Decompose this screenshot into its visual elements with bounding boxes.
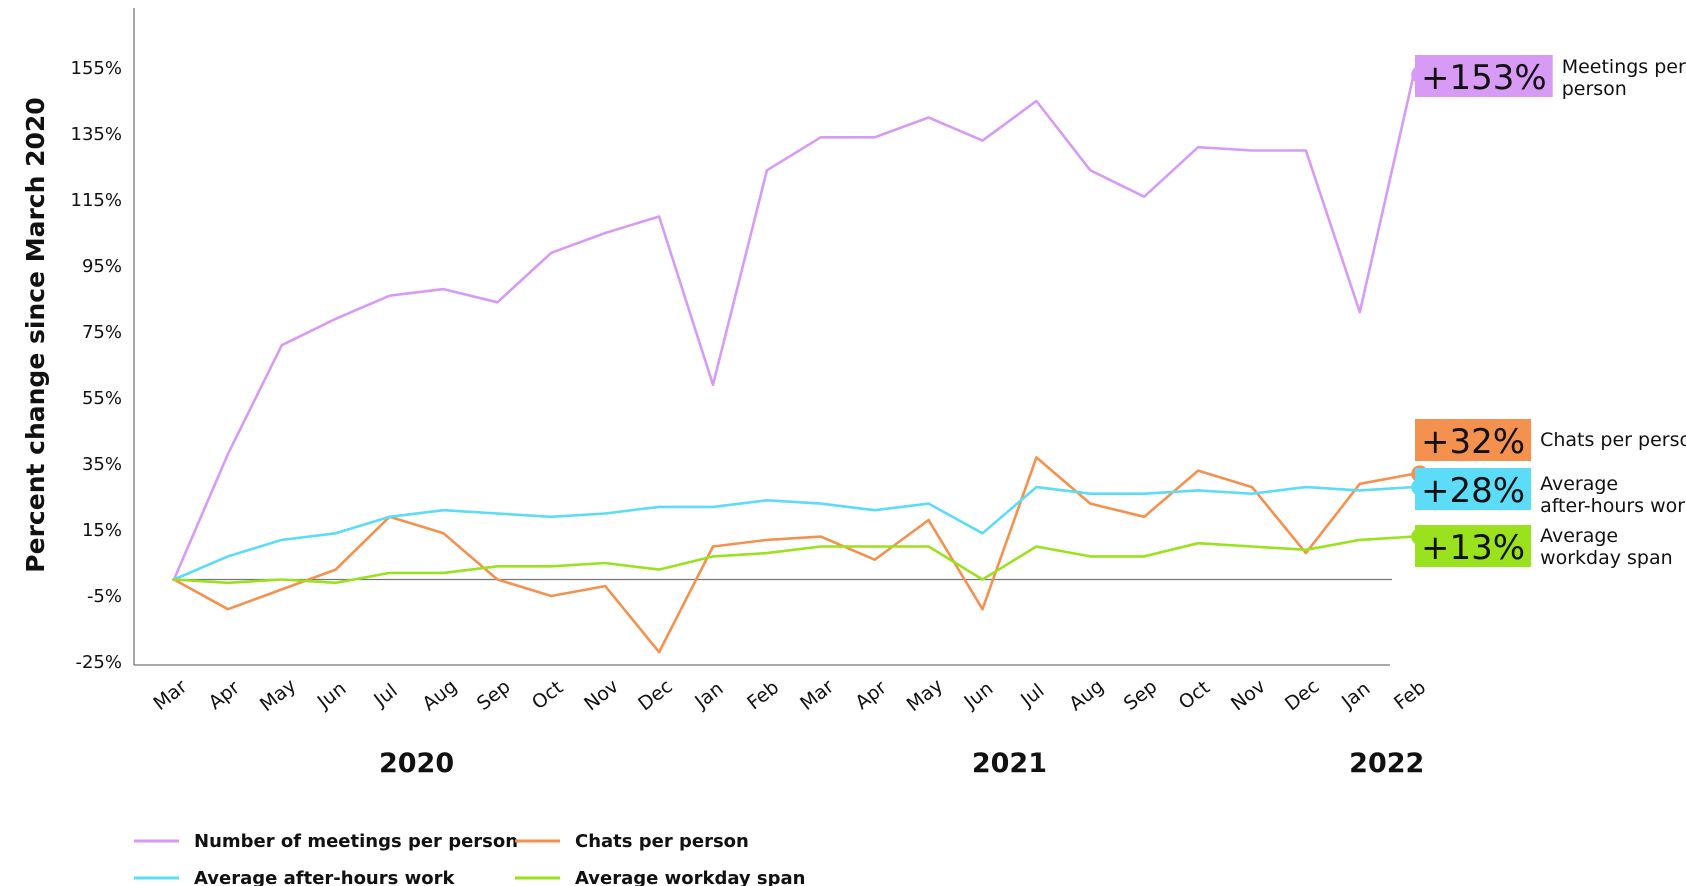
x-tick-label: Oct	[528, 676, 567, 714]
x-tick-label: Apr	[851, 676, 891, 714]
x-tick-label: Mar	[149, 675, 191, 715]
end-label-text: after-hours work	[1540, 495, 1686, 517]
year-label: 2021	[972, 748, 1047, 779]
series-line-1	[174, 457, 1414, 652]
end-label-text: Meetings per	[1562, 56, 1686, 78]
y-tick-label: 95%	[82, 256, 122, 277]
x-ticks: Mar Apr May Jun Jul Aug Sep Oct Nov Dec Jan Feb Mar A…	[149, 675, 1430, 717]
legend-label: Average after-hours work	[194, 868, 455, 886]
y-tick-label: 35%	[82, 454, 122, 475]
year-labels: 2020 2021 2022	[379, 748, 1424, 779]
x-tick-label: Jun	[313, 677, 351, 713]
end-label-text: Average	[1540, 473, 1618, 495]
end-label-text: workday span	[1540, 547, 1673, 569]
x-tick-label: Dec	[634, 675, 677, 715]
x-tick-label: Jul	[1016, 680, 1048, 712]
end-badge-value: +28%	[1421, 471, 1525, 511]
x-tick-label: Oct	[1175, 676, 1214, 714]
x-tick-label: Jan	[1337, 678, 1374, 714]
x-tick-label: Sep	[1120, 676, 1162, 715]
y-tick-label: 15%	[82, 520, 122, 541]
y-tick-label: 75%	[82, 322, 122, 343]
year-label: 2020	[379, 748, 454, 779]
end-label-text: Average	[1540, 525, 1618, 547]
end-label-text: person	[1562, 78, 1627, 100]
series-line-2	[174, 487, 1414, 579]
x-tick-label: Aug	[1065, 675, 1108, 715]
y-tick-label: -5%	[87, 586, 122, 607]
end-badge-value: +153%	[1421, 58, 1547, 98]
y-ticks: 155% 135% 115% 95% 75% 55% 35% 15% -5% -25%	[71, 58, 122, 673]
x-tick-label: Jun	[960, 677, 998, 713]
y-axis-label: Percent change since March 2020	[21, 97, 50, 572]
series-line-3	[174, 537, 1414, 583]
y-tick-label: -25%	[75, 652, 122, 673]
x-tick-label: Dec	[1281, 675, 1324, 715]
end-badge-value: +13%	[1421, 528, 1525, 568]
x-tick-label: Mar	[796, 675, 838, 715]
y-tick-label: 55%	[82, 388, 122, 409]
x-tick-label: Jul	[369, 680, 401, 712]
x-tick-label: Nov	[580, 675, 623, 715]
end-badge-value: +32%	[1421, 422, 1525, 462]
x-tick-label: Apr	[204, 676, 244, 714]
x-tick-label: Sep	[473, 676, 515, 715]
x-tick-label: Nov	[1227, 675, 1270, 715]
series-lines	[174, 75, 1414, 653]
x-tick-label: Feb	[743, 676, 783, 714]
series-line-0	[174, 75, 1414, 580]
y-tick-label: 155%	[71, 58, 122, 79]
x-tick-label: Feb	[1390, 676, 1430, 714]
legend-label: Number of meetings per person	[194, 831, 518, 852]
x-tick-label: Jan	[690, 678, 727, 714]
end-label-text: Chats per person	[1540, 429, 1686, 451]
y-tick-label: 115%	[71, 190, 122, 211]
legend: Number of meetings per person Chats per p…	[134, 831, 806, 886]
year-label: 2022	[1349, 748, 1424, 779]
x-tick-label: May	[903, 675, 947, 717]
legend-label: Chats per person	[575, 831, 749, 852]
x-tick-label: Aug	[418, 675, 461, 715]
legend-label: Average workday span	[575, 868, 806, 886]
y-tick-label: 135%	[71, 124, 122, 145]
x-tick-label: May	[256, 675, 300, 717]
